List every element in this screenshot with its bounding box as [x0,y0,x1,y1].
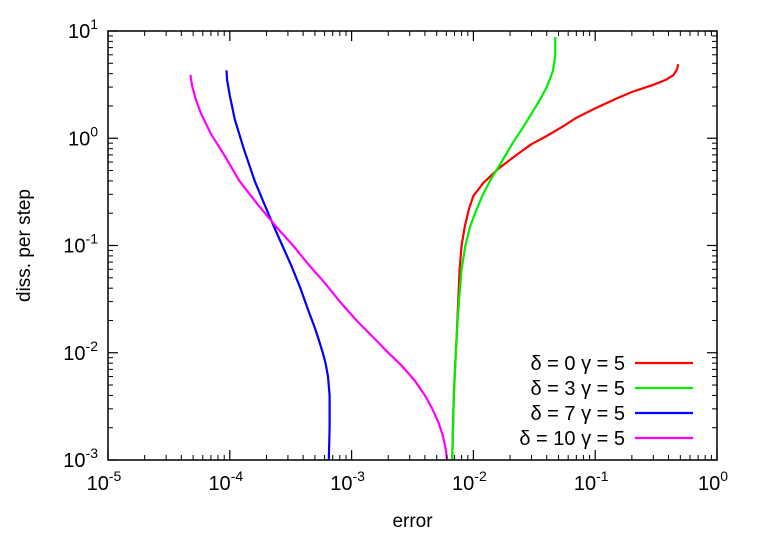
y-tick-label: 10-3 [63,445,98,472]
x-tick-label: 10-3 [330,468,365,495]
y-tick-label: 101 [68,16,98,43]
legend-label: δ = 3 γ = 5 [530,378,625,400]
legend-label: δ = 10 γ = 5 [519,428,625,450]
y-tick-label: 100 [68,123,98,150]
y-tick-label: 10-2 [63,338,98,365]
legend-label: δ = 7 γ = 5 [530,403,625,425]
x-tick-label: 10-1 [574,468,609,495]
series-lines [189,37,680,461]
series-line [451,63,680,461]
x-axis-title: error [392,511,433,532]
series-line [225,70,331,461]
axis-tick-labels: 10-5 10-4 10-3 10-2 10-1 100 10-3 10-2 10-1 100 10… [63,16,728,495]
series-line [189,74,449,461]
x-tick-label: 10-2 [452,468,487,495]
legend-label: δ = 0 γ = 5 [530,353,625,375]
axis-ticks [107,30,718,461]
y-axis-title: diss. per step [14,189,35,302]
x-tick-label: 10-4 [208,468,243,495]
legend: δ = 0 γ = 5 δ = 3 γ = 5 δ = 7 γ = 5 δ = 10 … [519,353,693,450]
series-line [451,37,557,461]
x-tick-label: 10-5 [87,468,122,495]
y-tick-label: 10-1 [63,231,98,258]
x-tick-label: 100 [698,468,728,495]
